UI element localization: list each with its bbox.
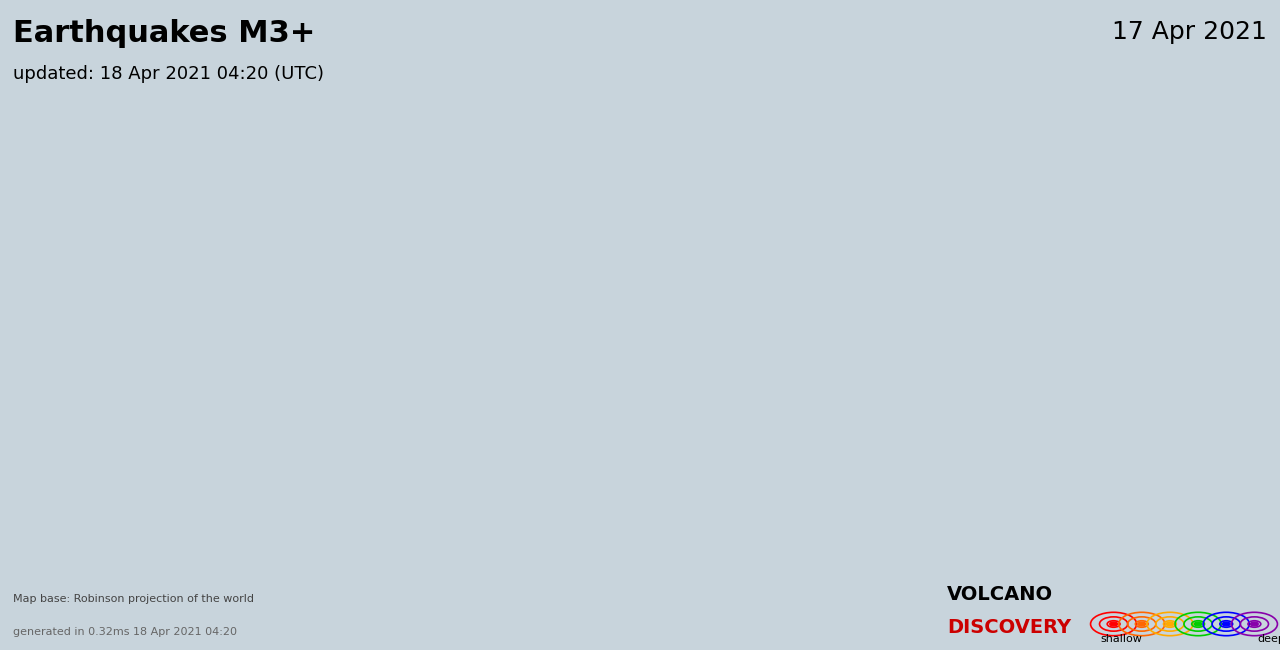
Text: VOLCANO: VOLCANO (947, 586, 1053, 604)
Text: 17 Apr 2021: 17 Apr 2021 (1112, 20, 1267, 44)
Text: Map base: Robinson projection of the world: Map base: Robinson projection of the wor… (13, 595, 253, 604)
Text: shallow: shallow (1101, 634, 1143, 644)
Text: generated in 0.32ms 18 Apr 2021 04:20: generated in 0.32ms 18 Apr 2021 04:20 (13, 627, 237, 637)
Text: DISCOVERY: DISCOVERY (947, 618, 1071, 637)
Text: Earthquakes M3+: Earthquakes M3+ (13, 20, 315, 49)
Text: deep: deep (1257, 634, 1280, 644)
Text: updated: 18 Apr 2021 04:20 (UTC): updated: 18 Apr 2021 04:20 (UTC) (13, 65, 324, 83)
